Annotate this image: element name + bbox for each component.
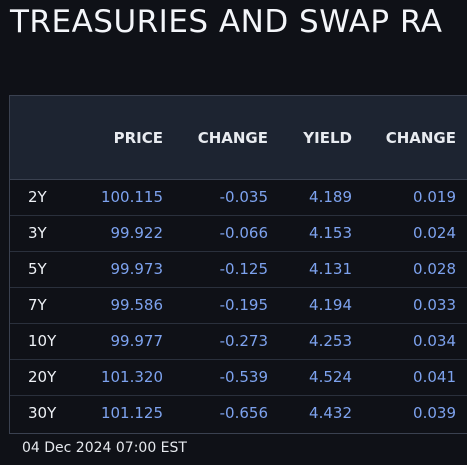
header-price-change: CHANGE [163, 96, 268, 180]
table-row: 2Y 100.115 -0.035 4.189 0.019 [10, 179, 467, 216]
table-row: 20Y 101.320 -0.539 4.524 0.041 [10, 359, 467, 396]
table-header-row: PRICE CHANGE YIELD CHANGE [10, 96, 467, 180]
header-price: PRICE [72, 96, 163, 180]
tenor-cell: 10Y [10, 323, 72, 360]
table-row: 5Y 99.973 -0.125 4.131 0.028 [10, 251, 467, 288]
yield-change-cell: 0.034 [352, 323, 456, 360]
table-row: 30Y 101.125 -0.656 4.432 0.039 [10, 395, 467, 431]
yield-cell: 4.153 [268, 215, 352, 252]
yield-cell: 4.432 [309, 404, 352, 423]
price-cell: 101.125 [100, 404, 163, 423]
tenor-cell: 30Y [28, 404, 57, 423]
tenor-cell: 20Y [10, 359, 72, 396]
timestamp: 04 Dec 2024 07:00 EST [22, 440, 187, 456]
price-cell: 99.922 [72, 215, 163, 252]
spacer-cell [456, 359, 467, 396]
yield-cell: 4.524 [268, 359, 352, 396]
header-spacer [456, 96, 467, 180]
tenor-cell: 7Y [10, 287, 72, 324]
yield-cell: 4.189 [268, 179, 352, 216]
price-change-cell: -0.195 [163, 287, 268, 324]
spacer-cell [456, 287, 467, 324]
spacer-cell [456, 215, 467, 252]
tenor-cell: 3Y [10, 215, 72, 252]
yield-change-cell: 0.024 [352, 215, 456, 252]
price-change-cell: -0.125 [163, 251, 268, 288]
yield-cell: 4.253 [268, 323, 352, 360]
price-cell: 101.320 [72, 359, 163, 396]
yield-change-cell: 0.028 [352, 251, 456, 288]
price-cell: 99.977 [72, 323, 163, 360]
header-tenor [10, 96, 72, 180]
price-change-cell: -0.035 [163, 179, 268, 216]
spacer-cell [456, 179, 467, 216]
table-row: 3Y 99.922 -0.066 4.153 0.024 [10, 215, 467, 252]
yield-cell: 4.131 [268, 251, 352, 288]
price-change-cell: -0.273 [163, 323, 268, 360]
spacer-cell [456, 323, 467, 360]
header-yield: YIELD [268, 96, 352, 180]
page-title: TREASURIES AND SWAP RA [10, 4, 443, 40]
price-cell: 99.586 [72, 287, 163, 324]
price-change-cell: -0.066 [163, 215, 268, 252]
yield-change-cell: 0.033 [352, 287, 456, 324]
spacer-cell [456, 251, 467, 288]
table-row: 7Y 99.586 -0.195 4.194 0.033 [10, 287, 467, 324]
yield-change-cell: 0.039 [413, 404, 456, 423]
table-row: 10Y 99.977 -0.273 4.253 0.034 [10, 323, 467, 360]
header-yield-change: CHANGE [352, 96, 456, 180]
yield-change-cell: 0.019 [352, 179, 456, 216]
price-change-cell: -0.656 [219, 404, 268, 423]
yield-change-cell: 0.041 [352, 359, 456, 396]
price-cell: 99.973 [72, 251, 163, 288]
price-change-cell: -0.539 [163, 359, 268, 396]
rates-table: PRICE CHANGE YIELD CHANGE 2Y 100.115 -0.… [10, 96, 467, 431]
price-cell: 100.115 [72, 179, 163, 216]
rates-table-container: PRICE CHANGE YIELD CHANGE 2Y 100.115 -0.… [9, 95, 467, 434]
tenor-cell: 2Y [10, 179, 72, 216]
yield-cell: 4.194 [268, 287, 352, 324]
spacer-cell [456, 395, 467, 431]
tenor-cell: 5Y [10, 251, 72, 288]
